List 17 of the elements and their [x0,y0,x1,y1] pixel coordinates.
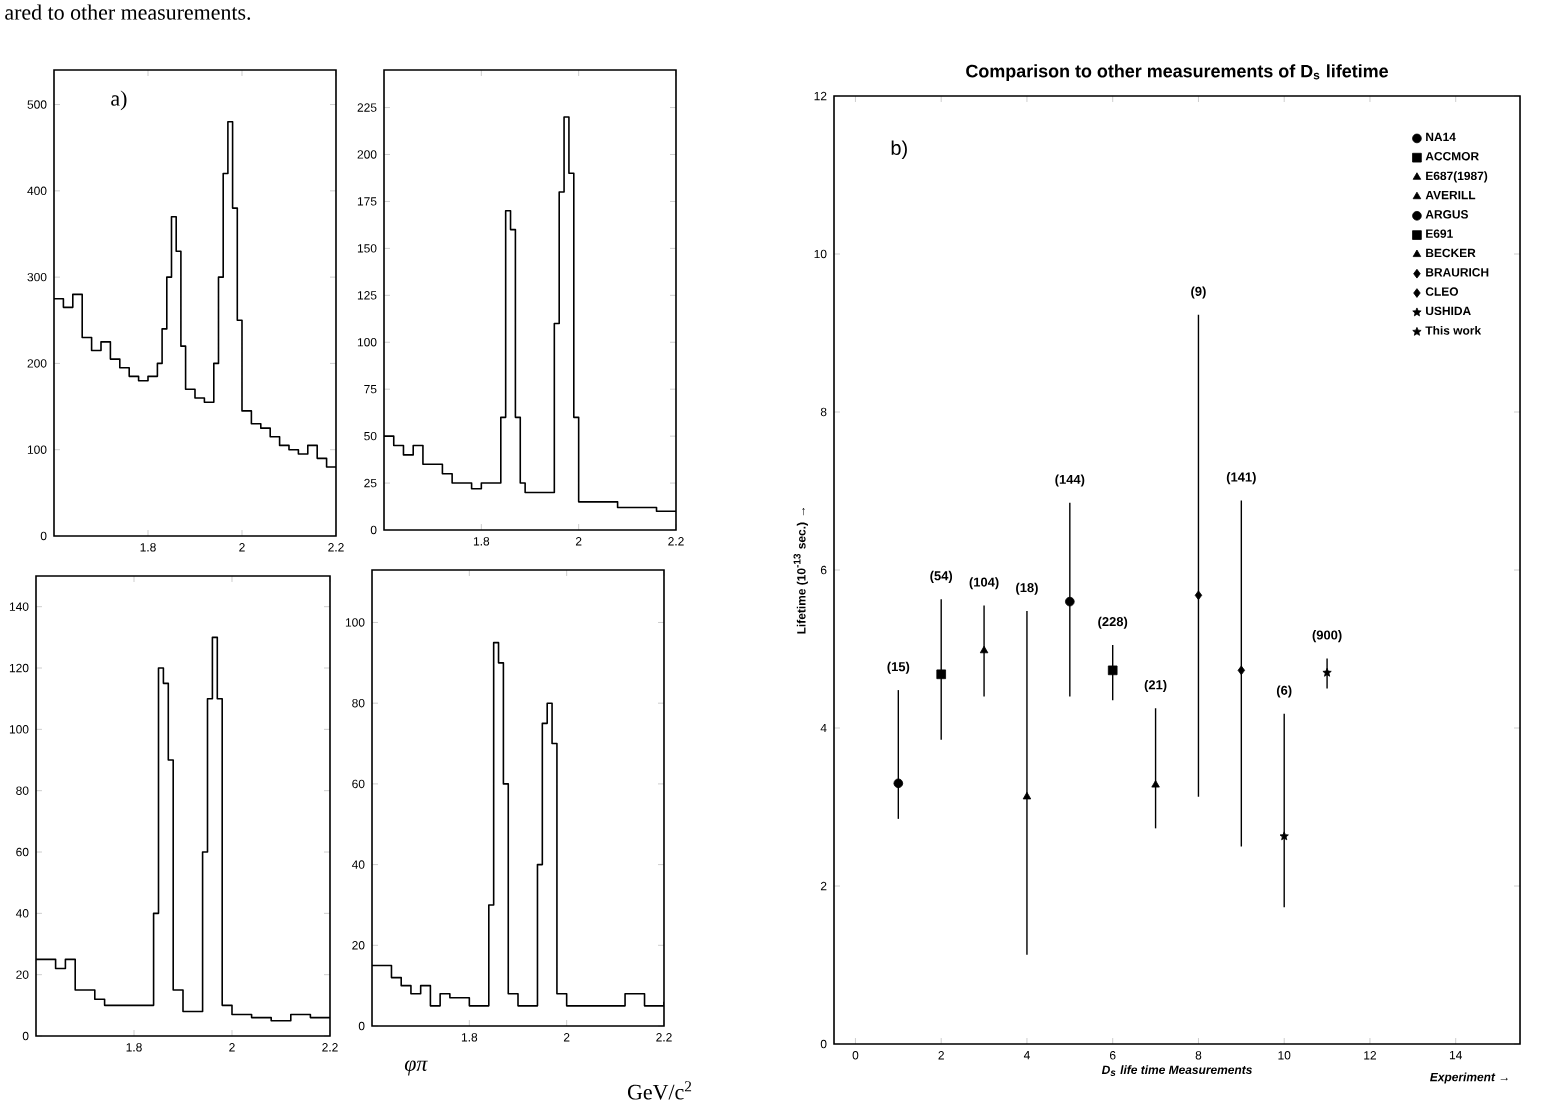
annotation: b) [891,140,907,159]
point [1107,665,1118,676]
point [936,669,946,680]
point [1022,791,1032,800]
point [1237,665,1246,676]
text: ared to other measurements. [5,4,251,20]
annotation: a) [111,90,127,111]
point [1322,667,1332,677]
point [1194,590,1203,601]
point [979,645,989,654]
text: GeV/c$^{2}$ [627,1081,692,1100]
point [1151,780,1160,788]
point [1065,596,1075,607]
chart-title: Comparison to other measurements of D$_{s}$ lifetime [966,64,1388,81]
x-axis-title: φπ [404,1060,428,1076]
point [1279,831,1289,841]
point [893,778,904,789]
